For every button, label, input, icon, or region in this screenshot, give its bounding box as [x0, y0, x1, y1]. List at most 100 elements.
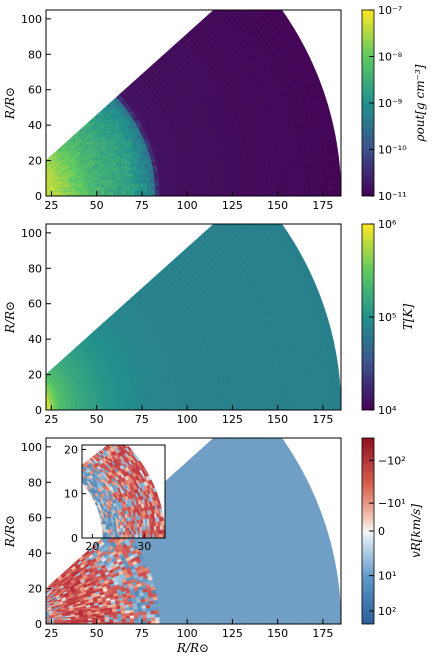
heat-cell — [150, 403, 156, 407]
heat-cell — [201, 182, 207, 188]
heat-cell — [138, 400, 143, 405]
colorbar-tick-label: 10⁶ — [378, 218, 397, 231]
heat-cell — [125, 404, 131, 408]
heat-cell — [193, 405, 198, 410]
heat-cell — [242, 173, 248, 181]
heat-cell — [254, 166, 261, 174]
heat-cell — [199, 168, 206, 175]
heat-cell — [36, 382, 40, 385]
heat-cell — [163, 395, 169, 400]
heat-cell — [302, 396, 308, 404]
heat-cell — [167, 188, 173, 193]
heat-cell — [193, 191, 198, 196]
heat-cell — [205, 181, 211, 188]
heat-cell — [298, 182, 304, 190]
heat-cell — [36, 596, 40, 599]
heat-cell — [217, 176, 223, 182]
heat-cell — [281, 397, 287, 404]
heat-cell — [284, 384, 290, 392]
heat-cell — [166, 176, 172, 182]
heat-cell — [314, 388, 320, 397]
heat-cell — [222, 399, 228, 406]
heat-cell — [223, 10, 232, 16]
heat-cell — [276, 391, 282, 398]
colorbar-tick-label: 10⁻¹⁰ — [378, 144, 407, 157]
heat-cell — [258, 0, 266, 5]
heat-cell — [37, 383, 41, 386]
heat-cell — [205, 405, 211, 410]
heat-cell — [217, 385, 223, 391]
heat-cell — [192, 396, 198, 402]
heat-cell — [179, 389, 185, 395]
heat-cell — [250, 224, 257, 228]
heat-cell — [289, 182, 295, 190]
heat-cell — [104, 405, 110, 408]
heat-cell — [38, 171, 42, 174]
heat-cell — [294, 396, 299, 404]
heat-cell — [180, 401, 186, 407]
heat-cell — [314, 167, 320, 176]
heat-cell — [142, 403, 148, 408]
heat-cell — [176, 191, 182, 196]
heat-cell — [281, 403, 287, 410]
heat-cell — [218, 185, 224, 192]
heat-cell — [183, 170, 189, 176]
heat-cell — [256, 404, 262, 410]
heat-cell — [251, 178, 257, 186]
heat-cell — [272, 391, 278, 399]
heat-cell — [315, 402, 321, 410]
heat-cell — [113, 190, 118, 194]
heat-cell — [319, 188, 325, 196]
heat-cell — [188, 392, 194, 398]
heat-cell — [239, 399, 245, 405]
heat-cell — [255, 10, 265, 17]
heat-cell — [288, 383, 295, 391]
y-tick-label: 20 — [28, 369, 42, 382]
heat-cell — [229, 383, 235, 390]
x-tick-label: 125 — [222, 199, 243, 212]
heat-cell — [311, 402, 316, 410]
heat-cell — [38, 170, 42, 173]
colorbar-tick-label: 10⁻⁹ — [378, 97, 402, 110]
x-tick-label: 125 — [222, 413, 243, 426]
heat-cell — [129, 187, 135, 191]
heat-cell — [176, 187, 182, 193]
heat-cell — [241, 10, 250, 19]
heat-cell — [125, 187, 131, 191]
heat-cell — [179, 175, 185, 181]
heat-cell — [257, 203, 265, 211]
heat-cell — [326, 380, 332, 389]
heat-cell — [209, 390, 215, 397]
heat-cell — [36, 168, 40, 171]
heat-cell — [322, 166, 328, 175]
heat-cell — [269, 403, 274, 410]
heat-cell — [327, 387, 333, 396]
heat-cell — [294, 182, 299, 190]
heat-cell — [297, 382, 303, 391]
y-tick-label: 40 — [28, 333, 42, 346]
heat-cell — [203, 382, 210, 388]
heat-cell — [250, 10, 257, 14]
heat-cell — [209, 400, 215, 406]
heat-cell — [180, 183, 186, 189]
heat-cell — [273, 403, 278, 410]
heat-cell — [187, 388, 193, 394]
heat-cell — [201, 191, 207, 196]
heat-cell — [318, 380, 324, 389]
heat-cell — [294, 403, 300, 410]
heat-cell — [260, 392, 266, 399]
heat-cell — [239, 404, 245, 410]
heat-cell — [318, 174, 325, 182]
heat-cell — [255, 214, 263, 222]
heat-cell — [197, 400, 203, 406]
heat-cell — [40, 174, 44, 177]
heat-cell — [196, 392, 202, 398]
heat-cell — [264, 391, 270, 399]
heat-cell — [267, 10, 276, 18]
heat-cell — [328, 402, 333, 410]
heat-cell — [171, 394, 177, 399]
heat-cell — [248, 404, 253, 410]
heat-cell — [180, 191, 186, 196]
heat-cell — [222, 180, 228, 187]
heat-cell — [39, 600, 43, 603]
